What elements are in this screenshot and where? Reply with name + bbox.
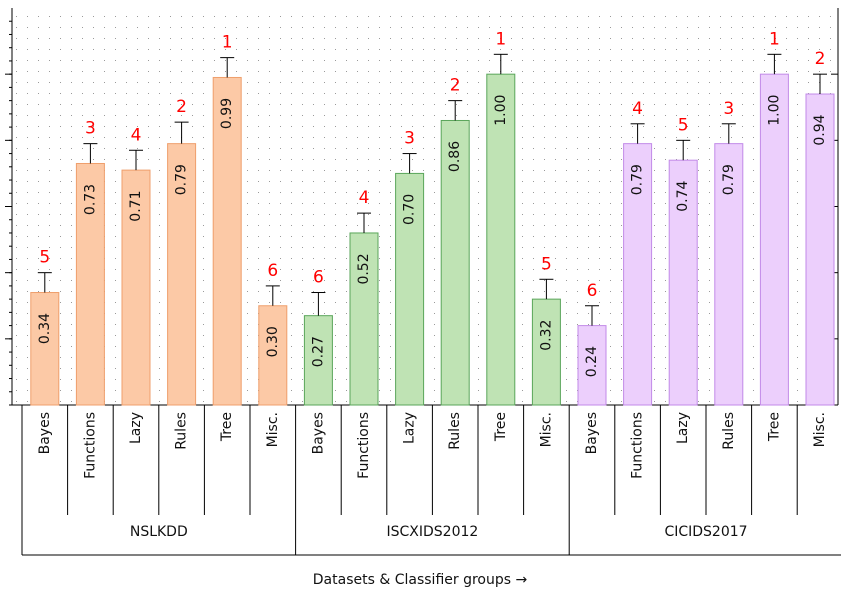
rank-label: 2: [176, 97, 187, 117]
x-tick-label: Tree: [219, 412, 235, 442]
x-tick-label: Rules: [174, 412, 190, 450]
value-label: 0.34: [37, 313, 53, 344]
bar: [303, 315, 333, 406]
x-axis-label: Datasets & Classifier groups →: [313, 572, 528, 588]
bar: [440, 119, 470, 406]
bar: [531, 298, 561, 406]
rank-label: 4: [131, 125, 142, 145]
bar: [486, 73, 516, 406]
group-label: NSLKDD: [130, 524, 188, 540]
bar: [30, 292, 60, 406]
x-tick-label: Rules: [447, 412, 463, 450]
x-tick-label: Lazy: [675, 412, 691, 444]
x-tick-label: Tree: [493, 412, 509, 442]
rank-label: 5: [541, 254, 552, 274]
rank-label: 6: [313, 268, 324, 288]
rank-label: 2: [815, 49, 826, 69]
bar: [714, 143, 744, 406]
value-label: 0.71: [128, 191, 144, 222]
rank-label: 3: [85, 119, 96, 139]
rank-label: 6: [587, 281, 598, 301]
rank-label: 1: [222, 33, 233, 53]
x-tick-label: Functions: [630, 412, 646, 479]
value-label: 0.70: [402, 194, 418, 225]
value-label: 0.94: [812, 114, 828, 145]
bar: [121, 169, 151, 406]
value-label: 0.86: [447, 141, 463, 172]
rank-label: 5: [678, 115, 689, 135]
rank-label: 3: [723, 99, 734, 119]
x-tick-label: Functions: [356, 412, 372, 479]
rank-label: 4: [359, 188, 370, 208]
value-label: 0.52: [356, 253, 372, 284]
x-tick-label: Lazy: [128, 412, 144, 444]
x-tick-label: Bayes: [584, 412, 600, 454]
bar: [805, 93, 835, 406]
value-label: 0.79: [721, 164, 737, 195]
rank-label: 4: [632, 99, 643, 119]
x-tick-label: Misc.: [265, 412, 281, 447]
rank-label: 1: [769, 29, 780, 49]
value-label: 0.74: [675, 181, 691, 212]
x-tick-label: Bayes: [310, 412, 326, 454]
rank-label: 5: [39, 248, 50, 268]
bar: [75, 162, 105, 406]
bar: [167, 143, 197, 406]
bar: [258, 305, 288, 406]
x-tick-label: Rules: [721, 412, 737, 450]
value-label: 0.32: [538, 320, 554, 351]
x-tick-label: Misc.: [812, 412, 828, 447]
value-label: 0.30: [265, 326, 281, 357]
group-label: ISCXIDS2012: [386, 524, 478, 540]
value-label: 1.00: [766, 95, 782, 126]
x-tick-label: Bayes: [37, 412, 53, 454]
x-tick-label: Misc.: [538, 412, 554, 447]
rank-label: 1: [495, 29, 506, 49]
rank-label: 6: [267, 261, 278, 281]
rank-label: 2: [450, 76, 461, 96]
value-label: 0.79: [174, 164, 190, 195]
bar: [349, 232, 379, 406]
bar: [623, 143, 653, 406]
rank-label: 3: [404, 129, 415, 149]
value-label: 1.00: [493, 95, 509, 126]
bar: [668, 159, 698, 406]
value-label: 0.99: [219, 98, 235, 129]
bar: [212, 76, 242, 406]
x-tick-label: Tree: [766, 412, 782, 442]
value-label: 0.24: [584, 346, 600, 377]
x-tick-label: Functions: [82, 412, 98, 479]
x-tick-label: Lazy: [402, 412, 418, 444]
value-label: 0.73: [82, 184, 98, 215]
value-label: 0.79: [630, 164, 646, 195]
value-label: 0.27: [310, 336, 326, 367]
group-label: CICIDS2017: [664, 524, 747, 540]
